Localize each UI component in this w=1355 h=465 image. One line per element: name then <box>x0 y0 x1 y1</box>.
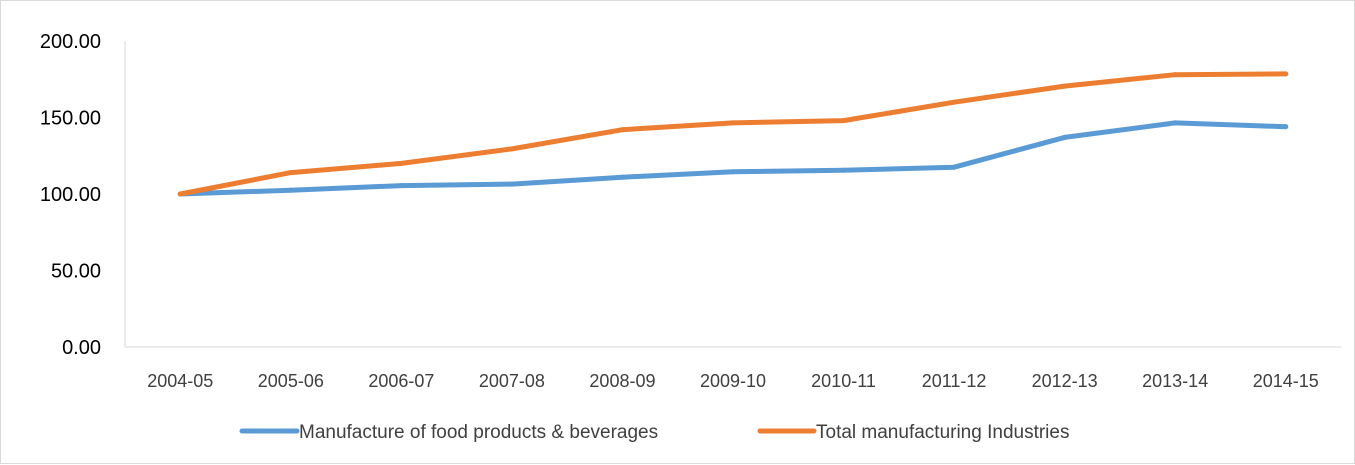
data-point <box>841 167 847 173</box>
y-tick-label: 150.00 <box>40 108 101 130</box>
data-point <box>288 187 294 193</box>
x-tick-label: 2011-12 <box>922 371 987 391</box>
data-point <box>841 118 847 124</box>
y-tick-labels: 0.00 50.00 100.00 150.00 200.00 <box>40 31 101 359</box>
series-lines <box>177 71 1289 197</box>
legend-label: Manufacture of food products & beverages <box>299 422 658 443</box>
y-tick-label: 100.00 <box>40 184 101 206</box>
x-tick-labels: 2004-05 2005-06 2006-07 2007-08 2008-09 2009-… <box>147 371 1319 391</box>
data-point <box>619 174 625 180</box>
data-point <box>951 99 957 105</box>
x-tick-label: 2006-07 <box>368 371 434 391</box>
legend: Manufacture of food products & beverages… <box>239 422 1069 443</box>
series-line-2 <box>177 71 1289 197</box>
x-tick-label: 2004-05 <box>147 371 213 391</box>
data-point <box>398 160 404 166</box>
data-point <box>177 191 183 197</box>
data-point <box>509 181 515 187</box>
series-line-1 <box>177 120 1289 197</box>
data-point <box>1172 72 1178 78</box>
data-point <box>1283 71 1289 77</box>
data-point <box>288 170 294 176</box>
x-tick-label: 2012-13 <box>1032 371 1098 391</box>
x-tick-label: 2009-10 <box>700 371 766 391</box>
data-point <box>1062 134 1068 140</box>
x-tick-label: 2005-06 <box>258 371 324 391</box>
x-tick-label: 2008-09 <box>589 371 655 391</box>
data-point <box>1283 124 1289 130</box>
y-tick-label: 50.00 <box>51 261 101 283</box>
data-point <box>1172 120 1178 126</box>
data-point <box>951 164 957 170</box>
x-tick-label: 2010-11 <box>811 371 876 391</box>
y-tick-label: 0.00 <box>62 337 101 359</box>
data-point <box>730 169 736 175</box>
x-tick-label: 2014-15 <box>1253 371 1319 391</box>
y-tick-label: 200.00 <box>40 31 101 53</box>
data-point <box>1062 83 1068 89</box>
x-tick-label: 2007-08 <box>479 371 545 391</box>
data-point <box>398 183 404 189</box>
x-tick-label: 2013-14 <box>1142 371 1208 391</box>
data-point <box>730 120 736 126</box>
legend-label: Total manufacturing Industries <box>816 422 1069 443</box>
data-point <box>619 127 625 133</box>
data-point <box>509 146 515 152</box>
